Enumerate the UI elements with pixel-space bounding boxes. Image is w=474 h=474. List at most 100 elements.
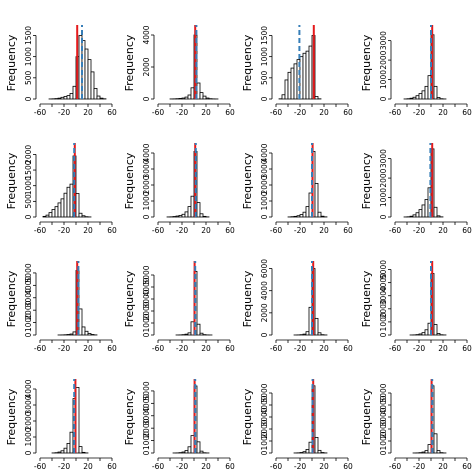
histogram-bar	[284, 79, 289, 100]
y-tick-label: 2000	[379, 419, 388, 438]
histogram-bar	[287, 71, 292, 100]
histogram-bar	[72, 85, 77, 100]
x-tick-label: 20	[319, 344, 329, 353]
histogram-bar	[308, 45, 313, 100]
y-tick-label: 0	[260, 332, 269, 337]
y-tick-label: 4000	[142, 394, 151, 413]
x-tick-label: -20	[294, 108, 306, 117]
y-tick-label: 1000	[24, 427, 33, 446]
histogram-bar	[181, 213, 186, 218]
y-axis-label: Frequency	[123, 270, 136, 327]
histogram-bar	[181, 451, 186, 454]
histogram-bar	[51, 209, 56, 218]
x-tick-label: -60	[152, 462, 164, 471]
y-tick-label: 1500	[24, 160, 33, 179]
y-tick-label: 500	[260, 70, 269, 85]
histogram-bar	[296, 215, 301, 218]
y-tick-label: 4000	[24, 276, 33, 295]
x-tick-label: -20	[58, 344, 70, 353]
y-tick-label: 2000	[379, 299, 388, 318]
histogram-bar	[60, 96, 65, 100]
y-tick-label: 3000	[142, 289, 151, 308]
histogram-bar	[81, 451, 86, 454]
x-tick-label: -20	[176, 462, 188, 471]
x-tick-label: -60	[389, 108, 401, 117]
histogram-bar	[84, 330, 89, 336]
x-tick-label: 60	[225, 344, 235, 353]
histogram-bar	[436, 215, 441, 218]
y-tick-label: 0	[260, 214, 269, 219]
y-axis-label: Frequency	[360, 152, 373, 209]
y-axis-label: Frequency	[241, 388, 254, 445]
histogram-bar	[187, 446, 192, 454]
histogram-bar	[305, 206, 310, 218]
x-tick-label: -20	[294, 462, 306, 471]
y-tick-label: 3000	[379, 149, 388, 168]
y-tick-label: 3000	[260, 159, 269, 178]
histogram-bar	[48, 212, 53, 218]
x-tick-label: 60	[225, 226, 235, 235]
y-axis-label: Frequency	[123, 152, 136, 209]
y-tick-label: 0	[142, 96, 151, 101]
y-tick-label: 5000	[142, 381, 151, 400]
x-tick-label: -60	[34, 108, 46, 117]
x-tick-label: 20	[83, 462, 93, 471]
y-tick-label: 4000	[142, 25, 151, 44]
y-axis-label: Frequency	[360, 270, 373, 327]
y-tick-label: 2000	[24, 411, 33, 430]
y-tick-label: 0	[24, 450, 33, 455]
y-axis-label: Frequency	[5, 34, 18, 91]
y-tick-label: 3000	[260, 407, 269, 426]
y-tick-label: 1000	[142, 191, 151, 210]
histogram-bar	[78, 212, 83, 218]
y-tick-label: 2000	[260, 303, 269, 322]
y-tick-label: 0	[24, 214, 33, 219]
histogram-bar	[184, 96, 189, 100]
histogram-bar	[302, 333, 307, 336]
x-tick-label: 20	[201, 108, 211, 117]
x-tick-label: 60	[462, 344, 472, 353]
x-tick-label: 20	[201, 226, 211, 235]
y-tick-label: 2000	[142, 301, 151, 320]
y-tick-label: 1000	[379, 188, 388, 207]
histogram-bar	[202, 215, 207, 218]
x-tick-label: 60	[107, 226, 117, 235]
histogram-bar	[196, 202, 201, 218]
x-tick-label: -20	[413, 226, 425, 235]
histogram-bar	[409, 215, 414, 218]
y-tick-label: 3000	[142, 406, 151, 425]
histogram-bar	[302, 52, 307, 100]
histogram-bar	[90, 71, 95, 100]
y-tick-label: 0	[142, 214, 151, 219]
histogram-bar	[57, 97, 62, 100]
histogram-bar	[421, 90, 426, 100]
x-tick-label: -20	[58, 462, 70, 471]
histogram-bar	[314, 436, 319, 454]
x-tick-label: 60	[225, 108, 235, 117]
histogram-bar	[66, 334, 71, 336]
histogram-bar	[415, 212, 420, 218]
histogram-panel: -60 -20 20 60 0 500 1000 1500 Frequency	[5, 25, 117, 117]
histogram-bar	[293, 63, 298, 100]
x-tick-label: -60	[152, 108, 164, 117]
histogram-bar	[433, 433, 438, 454]
y-tick-label: 4000	[260, 395, 269, 414]
y-axis-label: Frequency	[241, 34, 254, 91]
y-tick-label: 5000	[379, 383, 388, 402]
x-tick-label: 60	[107, 344, 117, 353]
histogram-bar	[436, 333, 441, 336]
y-tick-label: 3000	[24, 395, 33, 414]
y-tick-label: 500	[24, 194, 33, 209]
histogram-bar	[196, 82, 201, 100]
y-tick-label: 2000	[379, 50, 388, 69]
y-tick-label: 2000	[379, 168, 388, 187]
histogram-bar	[308, 441, 313, 454]
y-tick-label: 1000	[260, 431, 269, 450]
histogram-bar	[317, 332, 322, 336]
histogram-bar	[54, 206, 59, 218]
x-tick-label: -20	[176, 344, 188, 353]
x-tick-label: 60	[343, 344, 353, 353]
